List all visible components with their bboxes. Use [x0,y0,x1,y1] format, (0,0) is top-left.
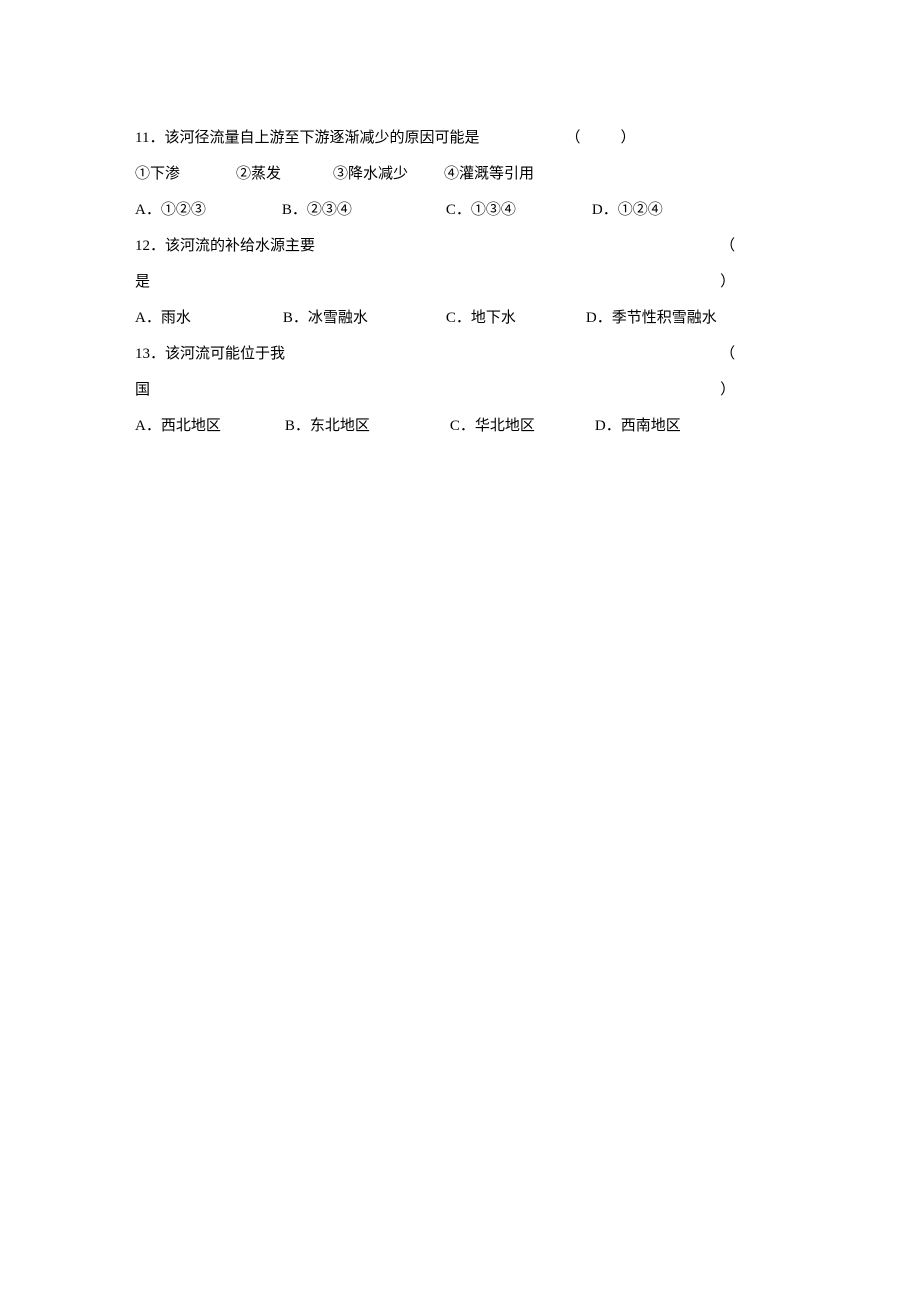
q13-paren: （） [720,336,785,408]
q12-option-b: B．冰雪融水 [283,300,368,336]
q12-option-d: D．季节性积雪融水 [586,300,717,336]
q11-options: A．①②③ B．②③④ C．①③④ D．①②④ [135,192,785,228]
q12-paren: （） [720,228,785,300]
q13-stem: 13．该河流可能位于我国 （） [135,336,785,408]
q11-paren: （） [565,120,635,156]
q13-stem-text: 13．该河流可能位于我国 [135,336,297,408]
q11-option-b: B．②③④ [282,192,352,228]
q11-option-a: A．①②③ [135,192,206,228]
q11-option-d: D．①②④ [592,192,663,228]
q13-option-c: C．华北地区 [450,408,535,444]
q12-stem-text: 12．该河流的补给水源主要是 [135,228,327,300]
q12-paren-open: （ [720,238,735,254]
q11-seq-2: ②蒸发 [236,156,281,192]
q11-option-c: C．①③④ [446,192,516,228]
q13-paren-close: ） [720,382,735,398]
q11-sequence-row: ①下渗 ②蒸发 ③降水减少 ④灌溉等引用 [135,156,785,192]
q12-option-a: A．雨水 [135,300,191,336]
q13-option-a: A．西北地区 [135,408,221,444]
q11-paren-open: （ [565,130,580,146]
q12-options: A．雨水 B．冰雪融水 C．地下水 D．季节性积雪融水 [135,300,785,336]
q13-option-b: B．东北地区 [285,408,370,444]
q11-seq-3: ③降水减少 [333,156,408,192]
q12-paren-close: ） [720,274,735,290]
q12-stem: 12．该河流的补给水源主要是 （） [135,228,785,300]
q11-seq-4: ④灌溉等引用 [444,156,534,192]
q12-option-c: C．地下水 [446,300,516,336]
q11-seq-1: ①下渗 [135,156,180,192]
q11-stem-text: 11．该河径流量自上游至下游逐渐减少的原因可能是 [135,120,479,156]
q11-paren-close: ） [620,130,635,146]
q13-option-d: D．西南地区 [595,408,681,444]
q11-stem: 11．该河径流量自上游至下游逐渐减少的原因可能是 （） [135,120,785,156]
q13-paren-open: （ [720,346,735,362]
q13-options: A．西北地区 B．东北地区 C．华北地区 D．西南地区 [135,408,785,444]
